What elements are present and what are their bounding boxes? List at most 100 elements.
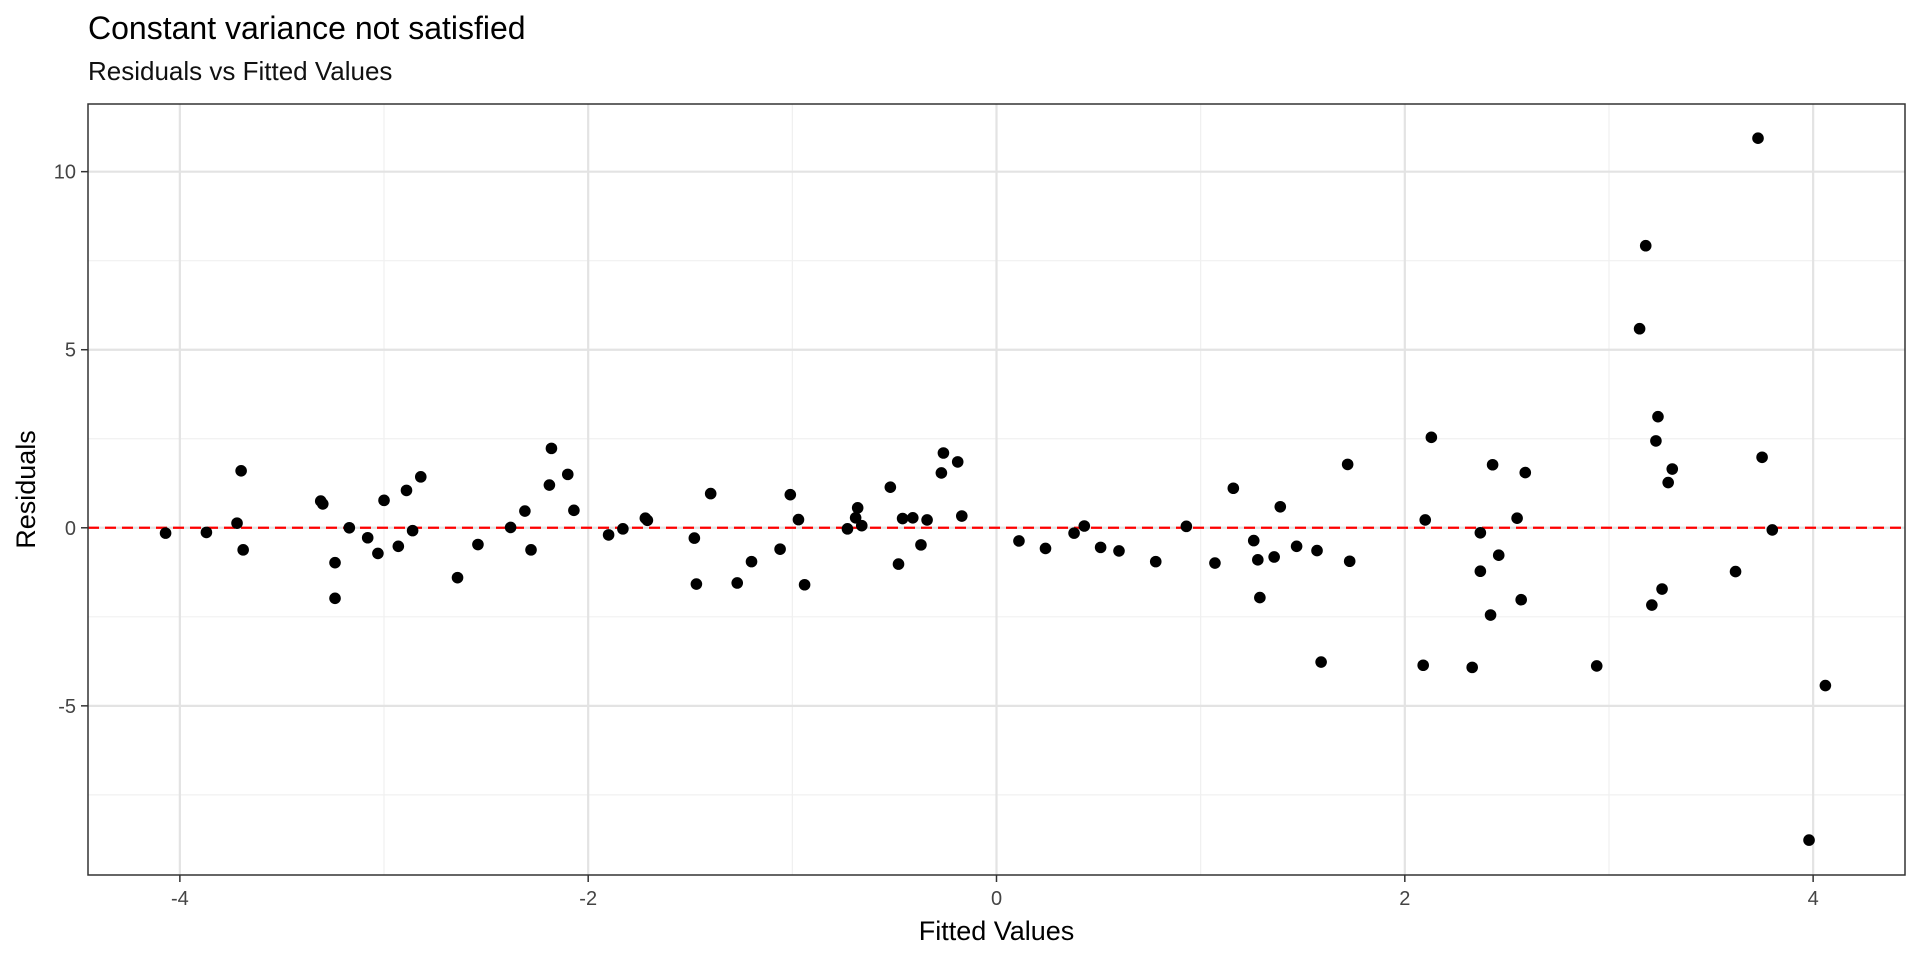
y-tick-label: 0: [65, 518, 76, 540]
data-point: [921, 514, 933, 526]
data-point: [316, 498, 329, 510]
data-point: [1419, 514, 1432, 526]
data-point: [704, 487, 717, 500]
data-point: [472, 538, 484, 551]
x-tick-label: 2: [1399, 888, 1410, 910]
data-point: [792, 513, 805, 526]
data-point: [1474, 565, 1487, 578]
data-point: [504, 521, 517, 534]
data-point: [1650, 435, 1662, 447]
data-point: [392, 540, 405, 553]
data-point: [851, 502, 864, 514]
data-point: [1484, 609, 1497, 621]
major-gridlines: [88, 104, 1905, 875]
data-point: [884, 481, 897, 493]
data-point: [1149, 555, 1162, 568]
data-point: [343, 521, 356, 534]
y-axis-title: Residuals: [11, 430, 41, 549]
data-point: [237, 544, 249, 556]
x-axis-ticks: -4 -2 0 2 4: [171, 875, 1819, 910]
data-point: [1039, 542, 1052, 555]
data-point: [451, 571, 464, 584]
data-point: [1094, 541, 1107, 554]
x-tick-label: 0: [991, 888, 1002, 910]
chart-subtitle: Residuals vs Fitted Values: [88, 56, 393, 86]
data-point: [935, 467, 948, 479]
data-point: [1252, 554, 1264, 566]
data-point: [690, 578, 703, 590]
data-point: [1341, 458, 1354, 471]
y-tick-label: 5: [65, 340, 76, 362]
data-point: [1492, 549, 1505, 562]
data-point: [955, 510, 968, 522]
data-point: [745, 555, 758, 568]
y-axis-ticks: -5 0 5 10: [54, 162, 88, 718]
data-point: [951, 456, 964, 468]
data-point: [1639, 239, 1652, 252]
data-point: [1819, 679, 1832, 692]
data-point: [1662, 476, 1674, 489]
data-point: [892, 558, 905, 570]
data-point: [1519, 466, 1532, 479]
data-point: [906, 512, 919, 524]
data-point: [329, 592, 341, 605]
data-point: [1803, 834, 1815, 846]
data-point: [525, 544, 537, 556]
data-point: [1417, 659, 1429, 672]
data-point: [1474, 526, 1487, 539]
data-point: [855, 519, 868, 532]
data-point: [1511, 512, 1523, 524]
data-point: [1425, 431, 1438, 444]
data-point: [1290, 540, 1303, 553]
data-point: [519, 505, 531, 517]
data-point: [235, 465, 247, 477]
y-tick-label: 10: [54, 162, 76, 184]
data-point: [1515, 593, 1527, 606]
data-point: [688, 532, 701, 544]
x-tick-label: 4: [1808, 888, 1819, 910]
data-point: [731, 577, 744, 589]
data-point: [841, 523, 854, 535]
data-point: [543, 479, 556, 491]
data-point: [617, 523, 629, 535]
data-point: [545, 442, 558, 455]
data-point: [372, 547, 384, 560]
data-point: [1343, 555, 1356, 568]
data-point: [406, 524, 419, 537]
data-point: [1254, 591, 1266, 604]
data-point: [1247, 534, 1260, 547]
data-point: [1268, 551, 1280, 563]
data-point: [361, 531, 374, 544]
data-point: [1466, 661, 1478, 674]
data-point: [798, 578, 811, 591]
y-tick-label: -5: [58, 696, 76, 718]
data-point: [602, 529, 615, 541]
data-point: [200, 526, 213, 539]
data-point: [641, 514, 654, 527]
data-point: [1590, 660, 1603, 672]
data-point: [896, 512, 909, 525]
data-point: [1274, 500, 1287, 513]
data-point: [414, 471, 427, 483]
data-point: [1766, 524, 1779, 536]
data-point: [774, 543, 786, 555]
data-point: [1311, 544, 1323, 557]
data-point: [1078, 520, 1091, 532]
data-point: [1633, 322, 1646, 335]
data-point: [1113, 545, 1125, 557]
data-point: [1666, 463, 1679, 475]
data-point: [1486, 458, 1499, 471]
data-point: [1315, 656, 1327, 668]
data-point: [1752, 132, 1764, 144]
data-point: [329, 556, 341, 569]
data-point: [159, 527, 172, 539]
data-point: [400, 484, 413, 497]
data-points: [159, 132, 1832, 846]
data-point: [1729, 565, 1742, 578]
data-point: [1227, 482, 1240, 495]
data-point: [568, 504, 580, 517]
data-point: [1013, 535, 1025, 547]
data-point: [1656, 583, 1668, 595]
data-point: [784, 488, 797, 501]
